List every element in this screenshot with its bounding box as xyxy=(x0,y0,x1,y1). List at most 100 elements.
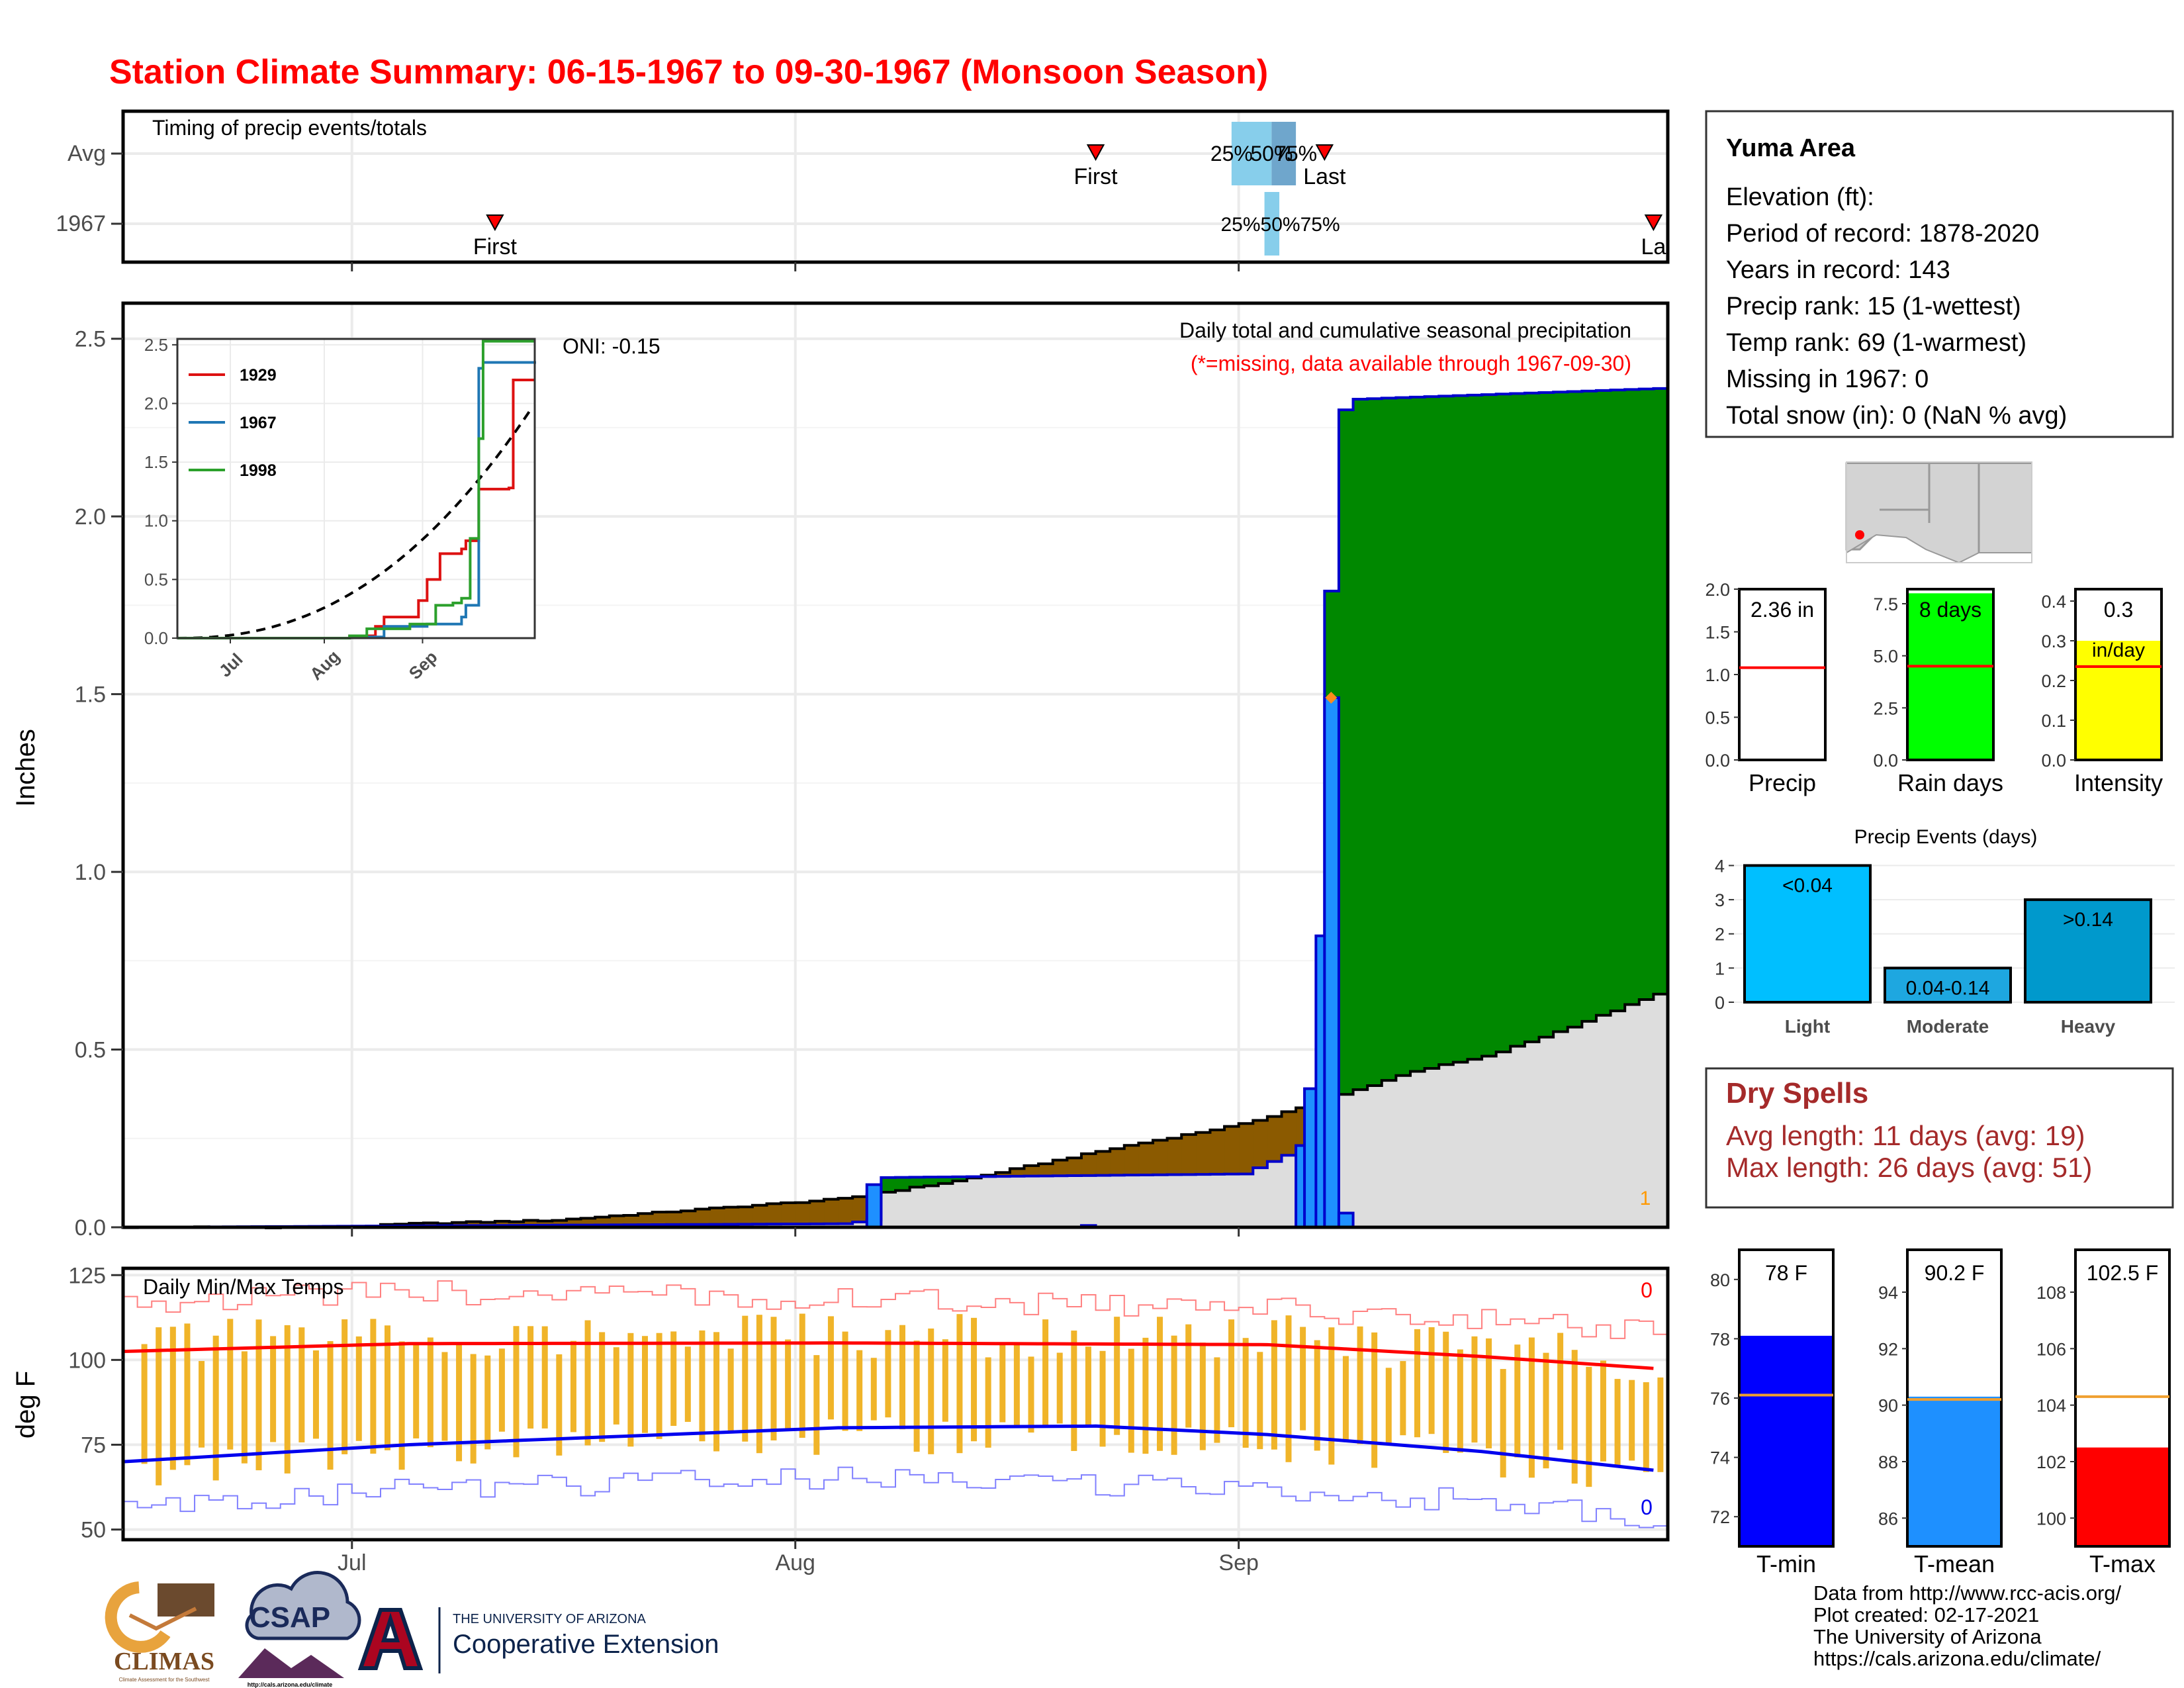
daily-temp-bar xyxy=(1157,1317,1163,1451)
record-min-line xyxy=(123,1466,1668,1528)
daily-temp-bar xyxy=(1099,1350,1106,1447)
daily-temp-bar xyxy=(1128,1348,1134,1453)
credit-line: Data from http://www.rcc-acis.org/ xyxy=(1813,1581,2122,1605)
summary-bar-tick-label: 0.0 xyxy=(1705,751,1730,771)
daily-temp-bar xyxy=(370,1319,377,1454)
daily-temp-bar xyxy=(813,1355,820,1455)
avg-50-75-bar xyxy=(1271,122,1297,185)
summary-bar-label: Rain days xyxy=(1897,769,2003,796)
daily-temp-bar xyxy=(1085,1346,1091,1427)
daily-temp-bar xyxy=(1400,1361,1406,1436)
temp-bar-value: 90.2 F xyxy=(1925,1261,1985,1285)
station-info-line: Temp rank: 69 (1-warmest) xyxy=(1726,329,2026,357)
inset-y-tick-label: 2.5 xyxy=(144,335,168,355)
daily-temp-bar xyxy=(1142,1337,1149,1454)
temp-y-tick-label: 100 xyxy=(68,1348,106,1373)
credit-line: https://cals.arizona.edu/climate/ xyxy=(1813,1647,2101,1670)
record-max-line xyxy=(123,1280,1668,1339)
summary-bar-tick-label: 0.0 xyxy=(1873,751,1898,771)
temp-panel-title: Daily Min/Max Temps xyxy=(143,1275,343,1299)
logos xyxy=(105,1571,441,1678)
inset-legend-label: 1998 xyxy=(240,461,277,480)
year-first-label: First xyxy=(473,234,518,259)
station-info-line: Elevation (ft): xyxy=(1726,183,1874,211)
daily-precip-bar xyxy=(865,1183,883,1229)
timing-row-year: 1967 xyxy=(56,211,106,236)
summary-bar-tick-label: 1.0 xyxy=(1705,665,1730,685)
inset-y-tick-label: 2.0 xyxy=(144,393,168,413)
daily-temp-bar xyxy=(827,1316,834,1420)
daily-temp-bar xyxy=(570,1340,576,1432)
daily-temp-bar xyxy=(312,1350,319,1439)
timing-panel-title: Timing of precip events/totals xyxy=(152,116,427,140)
temp-x-tick-label: Sep xyxy=(1218,1550,1259,1575)
temp-y-tick-label: 50 xyxy=(81,1518,106,1543)
temp-bar-value: 102.5 F xyxy=(2087,1261,2159,1285)
daily-temp-bar xyxy=(1557,1333,1564,1450)
daily-temp-bar xyxy=(1657,1377,1664,1472)
avg-max-line xyxy=(122,1341,1654,1370)
daily-temp-bar xyxy=(227,1319,234,1450)
main-subtitle: Daily total and cumulative seasonal prec… xyxy=(1179,318,1631,342)
daily-temp-bar xyxy=(1342,1356,1349,1440)
daily-temp-bar xyxy=(699,1330,705,1442)
main-y-tick-label: 1.5 xyxy=(75,682,106,708)
daily-temp-bar xyxy=(999,1344,1006,1423)
inset-bg xyxy=(177,339,535,638)
daily-temp-bar xyxy=(613,1347,619,1425)
missing-count: 1 xyxy=(1640,1188,1651,1209)
summary-bar-value-unit: in/day xyxy=(2092,639,2145,661)
main-y-tick-label: 2.0 xyxy=(75,504,106,530)
daily-precip-bar xyxy=(1337,1211,1355,1229)
daily-temp-bar xyxy=(284,1325,291,1474)
ua-logo-top-text: THE UNIVERSITY OF ARIZONA xyxy=(453,1612,647,1626)
station-info-box xyxy=(1705,110,2174,438)
station-info-line: Period of record: 1878-2020 xyxy=(1726,220,2039,248)
summary-bar-tick-label: 0.2 xyxy=(2041,671,2066,691)
precip-events-tick-label: 0 xyxy=(1715,993,1725,1013)
avg-last-label: Last xyxy=(1303,164,1346,189)
summary-bar-frame xyxy=(1906,588,1995,761)
dry-spells-line: Max length: 26 days (avg: 51) xyxy=(1726,1152,2092,1183)
daily-temp-bar xyxy=(985,1357,991,1448)
temp-bar-tick-label: 106 xyxy=(2036,1339,2066,1359)
precip-events-tick-label: 2 xyxy=(1715,925,1725,945)
inset-legend-label: 1929 xyxy=(240,366,277,385)
daily-temp-bar xyxy=(513,1326,520,1458)
daily-precip-bar xyxy=(1323,696,1340,1229)
cumulative-overlap-area xyxy=(123,994,1668,1229)
daily-temp-bar xyxy=(842,1331,848,1431)
daily-temp-bar xyxy=(1629,1380,1635,1461)
main-y-axis-title: Inches xyxy=(11,729,40,807)
temp-bar-label: T-min xyxy=(1756,1550,1816,1577)
pct-50-label: 50% xyxy=(1250,142,1293,165)
precip-event-bar xyxy=(2024,898,2152,1004)
daily-temp-bar xyxy=(956,1314,963,1454)
daily-temp-bar xyxy=(770,1317,777,1440)
temp-bar-tick-label: 108 xyxy=(2036,1283,2066,1303)
daily-temp-bar xyxy=(885,1330,891,1418)
daily-temp-bar xyxy=(169,1327,176,1470)
daily-temp-bar xyxy=(1242,1338,1249,1448)
precip-events-tick-label: 4 xyxy=(1715,856,1725,876)
daily-temp-bar xyxy=(385,1325,390,1450)
summary-bar-value: 0.3 xyxy=(2104,598,2133,622)
main-y-tick-label: 1.0 xyxy=(75,860,106,885)
daily-temp-bar xyxy=(1571,1350,1578,1484)
precip-event-category: Light xyxy=(1785,1016,1830,1037)
ua-logo-icon xyxy=(357,1608,424,1670)
ua-logo-bottom-text: Cooperative Extension xyxy=(453,1630,719,1659)
daily-temp-bar xyxy=(141,1344,148,1464)
daily-temp-bar xyxy=(1385,1368,1392,1446)
credit-line: Plot created: 02-17-2021 xyxy=(1813,1603,2040,1626)
temp-bar-tick-label: 92 xyxy=(1878,1339,1898,1359)
daily-temp-bar xyxy=(541,1326,548,1429)
temp-y-tick-label: 125 xyxy=(68,1263,106,1288)
oni-label: ONI: -0.15 xyxy=(563,334,660,358)
daily-temp-bar xyxy=(584,1320,591,1446)
daily-temp-bar xyxy=(1600,1360,1606,1462)
daily-temp-bar xyxy=(756,1315,762,1454)
avg-25-50-bar xyxy=(1231,122,1272,185)
precip-event-bar xyxy=(1743,864,1872,1004)
daily-temp-bar xyxy=(413,1344,420,1438)
